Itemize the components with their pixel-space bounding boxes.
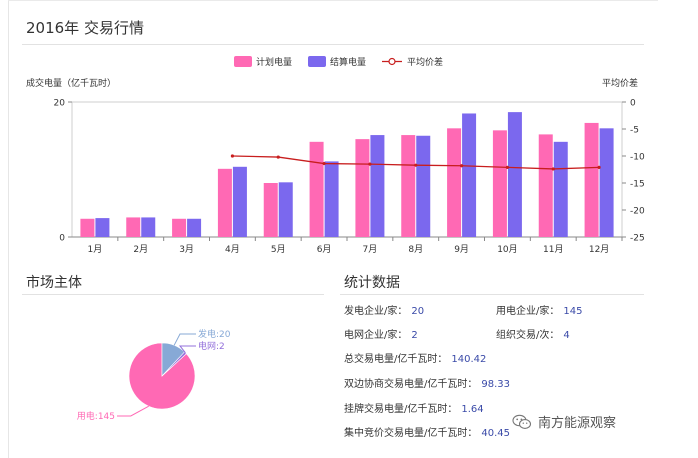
legend-line-dot — [388, 57, 396, 66]
stat-listing-volume: 挂牌交易电量/亿千瓦时： 1.64 — [344, 404, 484, 415]
x-tick-label-4: 5月 — [271, 244, 286, 255]
bar-2-7 — [416, 135, 431, 237]
y2-tick-label-5: -25 — [630, 234, 645, 244]
price-diff-point-10 — [551, 167, 555, 171]
price-diff-point-8 — [459, 164, 464, 168]
market-section-title: 市场主体 — [26, 275, 82, 291]
bar-1-10 — [538, 134, 553, 237]
title-divider — [22, 44, 644, 45]
bar-2-6 — [370, 135, 385, 237]
page-title: 2016年 交易行情 — [26, 19, 144, 37]
price-diff-point-5 — [322, 161, 326, 166]
stats-section-title: 统计数据 — [344, 275, 400, 291]
stat-consumer-companies: 用电企业/家： 145 — [496, 306, 583, 317]
x-tick-label-7: 8月 — [408, 244, 423, 255]
bar-2-9 — [507, 112, 522, 237]
legend-label-1: 计划电量 — [256, 56, 292, 68]
frame-border-top — [8, 0, 658, 1]
bar-2-8 — [462, 113, 477, 237]
y2-axis-title: 平均价差 — [602, 77, 638, 89]
bar-1-5 — [309, 141, 324, 237]
y-axis-title: 成交电量（亿千瓦时） — [26, 77, 116, 89]
legend-label-3: 平均价差 — [407, 56, 443, 68]
market-divider — [22, 294, 324, 295]
y2-tick-label-1: -5 — [630, 126, 639, 136]
y2-tick-label-2: -10 — [630, 153, 645, 163]
legend-swatch-1 — [234, 56, 252, 67]
bar-1-3 — [217, 168, 232, 237]
bar-1-2 — [172, 218, 187, 237]
frame-border-left — [8, 0, 9, 458]
bar-2-4 — [278, 182, 293, 237]
x-tick-label-9: 10月 — [497, 244, 517, 255]
bar-1-4 — [263, 183, 278, 237]
stat-bilateral-volume: 双边协商交易电量/亿千瓦时： 98.33 — [344, 379, 511, 390]
pie-label-0: 用电:145 — [77, 410, 115, 422]
x-tick-label-2: 3月 — [179, 244, 194, 255]
y2-tick-label-4: -20 — [630, 207, 645, 217]
y-tick-label-0: 0 — [59, 234, 65, 244]
bar-2-3 — [232, 166, 247, 237]
stat-trade-sessions: 组织交易/次： 4 — [496, 330, 570, 341]
x-tick-label-10: 11月 — [543, 244, 563, 255]
x-tick-label-1: 2月 — [133, 244, 148, 255]
price-diff-point-4 — [276, 155, 280, 159]
bar-2-11 — [599, 128, 614, 237]
pie-leader-0 — [117, 405, 149, 417]
bar-2-10 — [553, 141, 568, 237]
pie-leader-1 — [173, 333, 196, 346]
watermark-text: 南方能源观察 — [538, 416, 617, 431]
legend-label-2: 结算电量 — [330, 56, 366, 68]
bar-2-5 — [324, 161, 339, 237]
y2-tick-label-0: 0 — [630, 99, 636, 109]
price-diff-point-7 — [414, 163, 418, 167]
bar-1-11 — [584, 122, 599, 237]
pie-label-1: 发电:20 — [198, 328, 231, 340]
pie-leader-2 — [178, 345, 196, 354]
price-diff-point-9 — [505, 165, 510, 169]
x-tick-label-8: 9月 — [454, 244, 469, 255]
bar-1-6 — [355, 139, 370, 237]
stat-grid-companies: 电网企业/家： 2 — [344, 330, 418, 341]
pie-label-2: 电网:2 — [198, 340, 225, 352]
bar-1-7 — [401, 135, 416, 237]
x-tick-label-6: 7月 — [363, 244, 378, 255]
bar-2-2 — [187, 218, 202, 237]
bar-1-0 — [80, 218, 95, 237]
x-tick-label-11: 12月 — [589, 244, 609, 255]
stats-divider — [340, 294, 644, 295]
bar-1-9 — [492, 130, 507, 237]
bar-2-1 — [141, 217, 156, 237]
price-diff-point-6 — [368, 162, 372, 166]
y-tick-label-1: 20 — [54, 99, 66, 109]
x-tick-label-3: 4月 — [225, 244, 240, 255]
price-diff-point-11 — [597, 165, 601, 169]
watermark: 南方能源观察 — [512, 412, 616, 431]
wechat-icon — [512, 414, 532, 429]
x-tick-label-5: 6月 — [317, 244, 332, 255]
legend-swatch-2 — [308, 56, 326, 67]
bar-1-1 — [126, 217, 141, 237]
x-tick-label-0: 1月 — [88, 244, 103, 255]
price-diff-point-3 — [230, 154, 235, 158]
stat-total-volume: 总交易电量/亿千瓦时： 140.42 — [344, 354, 487, 365]
stat-auction-volume: 集中竞价交易电量/亿千瓦时： 40.45 — [344, 428, 511, 439]
y2-tick-label-3: -15 — [630, 180, 645, 190]
stat-generation-companies: 发电企业/家： 20 — [344, 306, 425, 317]
bar-1-8 — [447, 128, 462, 237]
bar-2-0 — [95, 218, 110, 237]
